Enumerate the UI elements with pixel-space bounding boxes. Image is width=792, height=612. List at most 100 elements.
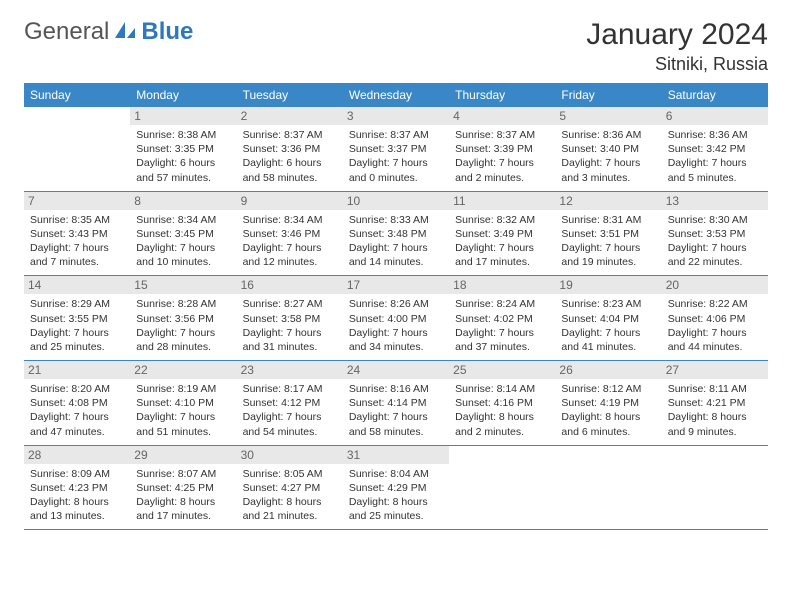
day-cell: 14Sunrise: 8:29 AMSunset: 3:55 PMDayligh…	[24, 276, 130, 360]
day-cell: 13Sunrise: 8:30 AMSunset: 3:53 PMDayligh…	[662, 192, 768, 276]
day-details: Sunrise: 8:34 AMSunset: 3:45 PMDaylight:…	[136, 213, 230, 270]
day-cell: 5Sunrise: 8:36 AMSunset: 3:40 PMDaylight…	[555, 107, 661, 191]
day-number: 7	[24, 192, 130, 210]
day-details: Sunrise: 8:19 AMSunset: 4:10 PMDaylight:…	[136, 382, 230, 439]
sunrise-line: Sunrise: 8:26 AM	[349, 297, 443, 311]
day-details: Sunrise: 8:09 AMSunset: 4:23 PMDaylight:…	[30, 467, 124, 524]
day-number: 10	[343, 192, 449, 210]
sunrise-line: Sunrise: 8:09 AM	[30, 467, 124, 481]
sunrise-line: Sunrise: 8:36 AM	[668, 128, 762, 142]
sunset-line: Sunset: 4:12 PM	[243, 396, 337, 410]
day-details: Sunrise: 8:37 AMSunset: 3:36 PMDaylight:…	[243, 128, 337, 185]
day-details: Sunrise: 8:04 AMSunset: 4:29 PMDaylight:…	[349, 467, 443, 524]
daylight-line: Daylight: 8 hours and 13 minutes.	[30, 495, 124, 523]
day-cell: 1Sunrise: 8:38 AMSunset: 3:35 PMDaylight…	[130, 107, 236, 191]
day-cell	[662, 446, 768, 530]
sunrise-line: Sunrise: 8:37 AM	[243, 128, 337, 142]
sunrise-line: Sunrise: 8:31 AM	[561, 213, 655, 227]
day-number: 12	[555, 192, 661, 210]
sunrise-line: Sunrise: 8:11 AM	[668, 382, 762, 396]
day-number: 27	[662, 361, 768, 379]
day-cell	[449, 446, 555, 530]
sunrise-line: Sunrise: 8:34 AM	[243, 213, 337, 227]
sunrise-line: Sunrise: 8:33 AM	[349, 213, 443, 227]
day-number: 15	[130, 276, 236, 294]
sunset-line: Sunset: 3:58 PM	[243, 312, 337, 326]
daylight-line: Daylight: 6 hours and 57 minutes.	[136, 156, 230, 184]
day-details: Sunrise: 8:16 AMSunset: 4:14 PMDaylight:…	[349, 382, 443, 439]
day-details: Sunrise: 8:35 AMSunset: 3:43 PMDaylight:…	[30, 213, 124, 270]
week-row: 28Sunrise: 8:09 AMSunset: 4:23 PMDayligh…	[24, 446, 768, 531]
day-details: Sunrise: 8:26 AMSunset: 4:00 PMDaylight:…	[349, 297, 443, 354]
daylight-line: Daylight: 6 hours and 58 minutes.	[243, 156, 337, 184]
daylight-line: Daylight: 7 hours and 58 minutes.	[349, 410, 443, 438]
day-cell: 30Sunrise: 8:05 AMSunset: 4:27 PMDayligh…	[237, 446, 343, 530]
day-number: 24	[343, 361, 449, 379]
day-cell: 20Sunrise: 8:22 AMSunset: 4:06 PMDayligh…	[662, 276, 768, 360]
sunrise-line: Sunrise: 8:32 AM	[455, 213, 549, 227]
day-cell: 12Sunrise: 8:31 AMSunset: 3:51 PMDayligh…	[555, 192, 661, 276]
weekday-tuesday: Tuesday	[237, 83, 343, 107]
daylight-line: Daylight: 8 hours and 6 minutes.	[561, 410, 655, 438]
sunset-line: Sunset: 4:19 PM	[561, 396, 655, 410]
day-number: 11	[449, 192, 555, 210]
sunrise-line: Sunrise: 8:30 AM	[668, 213, 762, 227]
weekday-sunday: Sunday	[24, 83, 130, 107]
day-number: 29	[130, 446, 236, 464]
daylight-line: Daylight: 7 hours and 14 minutes.	[349, 241, 443, 269]
day-details: Sunrise: 8:14 AMSunset: 4:16 PMDaylight:…	[455, 382, 549, 439]
week-row: 21Sunrise: 8:20 AMSunset: 4:08 PMDayligh…	[24, 361, 768, 446]
sunset-line: Sunset: 3:37 PM	[349, 142, 443, 156]
day-number: 8	[130, 192, 236, 210]
day-number: 21	[24, 361, 130, 379]
day-cell: 29Sunrise: 8:07 AMSunset: 4:25 PMDayligh…	[130, 446, 236, 530]
calendar-page: General Blue January 2024 Sitniki, Russi…	[0, 0, 792, 548]
day-number: 14	[24, 276, 130, 294]
day-details: Sunrise: 8:36 AMSunset: 3:40 PMDaylight:…	[561, 128, 655, 185]
week-row: 1Sunrise: 8:38 AMSunset: 3:35 PMDaylight…	[24, 107, 768, 192]
day-cell: 3Sunrise: 8:37 AMSunset: 3:37 PMDaylight…	[343, 107, 449, 191]
sunrise-line: Sunrise: 8:27 AM	[243, 297, 337, 311]
sunset-line: Sunset: 3:36 PM	[243, 142, 337, 156]
sunset-line: Sunset: 3:46 PM	[243, 227, 337, 241]
sunset-line: Sunset: 4:10 PM	[136, 396, 230, 410]
sunrise-line: Sunrise: 8:36 AM	[561, 128, 655, 142]
daylight-line: Daylight: 7 hours and 51 minutes.	[136, 410, 230, 438]
sunset-line: Sunset: 3:48 PM	[349, 227, 443, 241]
day-cell: 4 Sunrise: 8:37 AMSunset: 3:39 PMDaylight…	[449, 107, 555, 191]
daylight-line: Daylight: 7 hours and 41 minutes.	[561, 326, 655, 354]
day-cell: 25Sunrise: 8:14 AMSunset: 4:16 PMDayligh…	[449, 361, 555, 445]
daylight-line: Daylight: 8 hours and 21 minutes.	[243, 495, 337, 523]
sunset-line: Sunset: 3:43 PM	[30, 227, 124, 241]
day-cell	[555, 446, 661, 530]
sunset-line: Sunset: 4:27 PM	[243, 481, 337, 495]
sunset-line: Sunset: 3:35 PM	[136, 142, 230, 156]
day-cell: 17Sunrise: 8:26 AMSunset: 4:00 PMDayligh…	[343, 276, 449, 360]
day-cell: 24 Sunrise: 8:16 AMSunset: 4:14 PMDayligh…	[343, 361, 449, 445]
brand-text-blue: Blue	[141, 18, 193, 46]
day-cell: 9Sunrise: 8:34 AMSunset: 3:46 PMDaylight…	[237, 192, 343, 276]
day-number: 2	[237, 107, 343, 125]
day-details: Sunrise: 8:23 AMSunset: 4:04 PMDaylight:…	[561, 297, 655, 354]
daylight-line: Daylight: 7 hours and 31 minutes.	[243, 326, 337, 354]
day-details: Sunrise: 8:32 AMSunset: 3:49 PMDaylight:…	[455, 213, 549, 270]
sunset-line: Sunset: 4:23 PM	[30, 481, 124, 495]
day-details: Sunrise: 8:37 AMSunset: 3:39 PMDaylight:…	[455, 128, 549, 185]
sunset-line: Sunset: 3:39 PM	[455, 142, 549, 156]
day-cell: 11 Sunrise: 8:32 AMSunset: 3:49 PMDayligh…	[449, 192, 555, 276]
sunrise-line: Sunrise: 8:07 AM	[136, 467, 230, 481]
daylight-line: Daylight: 7 hours and 10 minutes.	[136, 241, 230, 269]
sunrise-line: Sunrise: 8:16 AM	[349, 382, 443, 396]
day-details: Sunrise: 8:17 AMSunset: 4:12 PMDaylight:…	[243, 382, 337, 439]
day-cell: 8 Sunrise: 8:34 AMSunset: 3:45 PMDaylight…	[130, 192, 236, 276]
sunset-line: Sunset: 3:53 PM	[668, 227, 762, 241]
day-number: 4	[449, 107, 555, 125]
sunset-line: Sunset: 3:45 PM	[136, 227, 230, 241]
day-number: 30	[237, 446, 343, 464]
sunset-line: Sunset: 3:51 PM	[561, 227, 655, 241]
day-details: Sunrise: 8:36 AMSunset: 3:42 PMDaylight:…	[668, 128, 762, 185]
week-row: 7 Sunrise: 8:35 AMSunset: 3:43 PMDaylight…	[24, 192, 768, 277]
sunrise-line: Sunrise: 8:34 AM	[136, 213, 230, 227]
sunrise-line: Sunrise: 8:17 AM	[243, 382, 337, 396]
sunset-line: Sunset: 3:56 PM	[136, 312, 230, 326]
